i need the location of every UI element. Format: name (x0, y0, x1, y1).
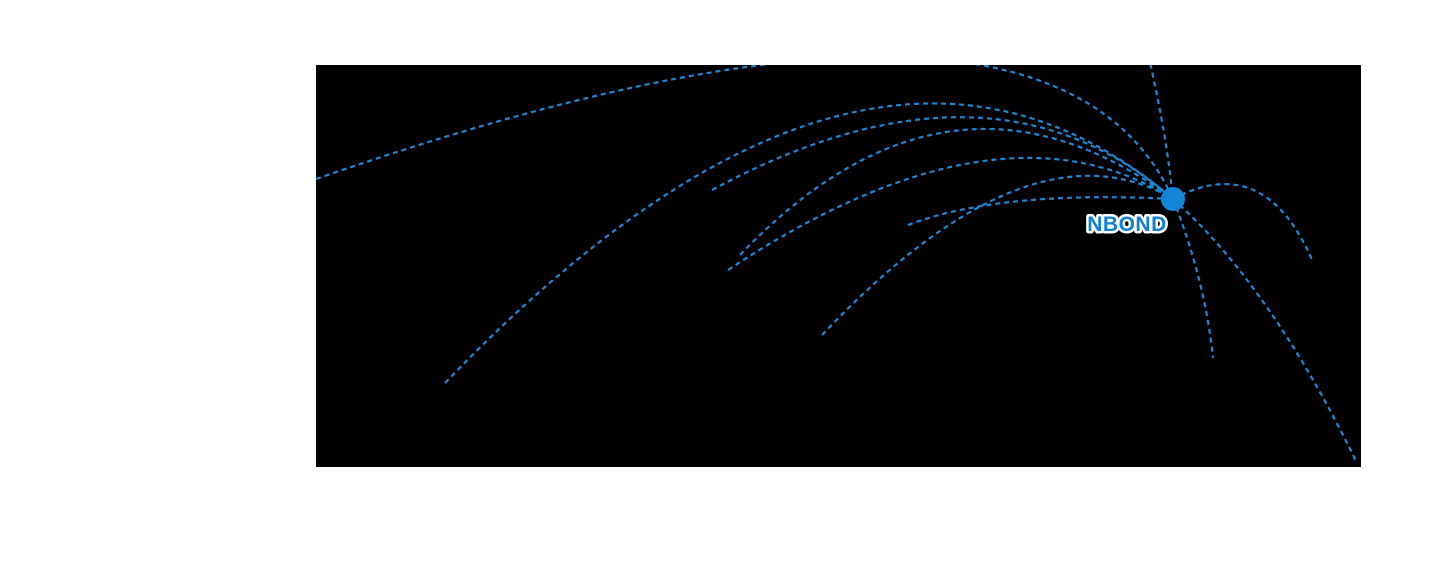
edge-mid-left-pair (739, 127, 1174, 256)
edge-mid-left-lower (727, 156, 1174, 271)
edge-bottom-left-steep (444, 102, 1174, 384)
edges-group (316, 65, 1358, 464)
edge-right-long-sweep (1172, 198, 1358, 464)
node-label: NBOND (1087, 213, 1167, 236)
edge-bottom-mid (821, 174, 1174, 336)
edge-down-hanging (1171, 198, 1215, 359)
edge-flat-left (907, 196, 1174, 227)
plot-area (316, 65, 1361, 467)
edge-top-clipped (1149, 65, 1175, 200)
node-nbond[interactable] (1161, 187, 1185, 211)
edge-right-short-arc (1172, 183, 1315, 263)
edge-mid-left-upper (711, 116, 1174, 200)
edge-far-left-long-arc (316, 65, 1175, 200)
